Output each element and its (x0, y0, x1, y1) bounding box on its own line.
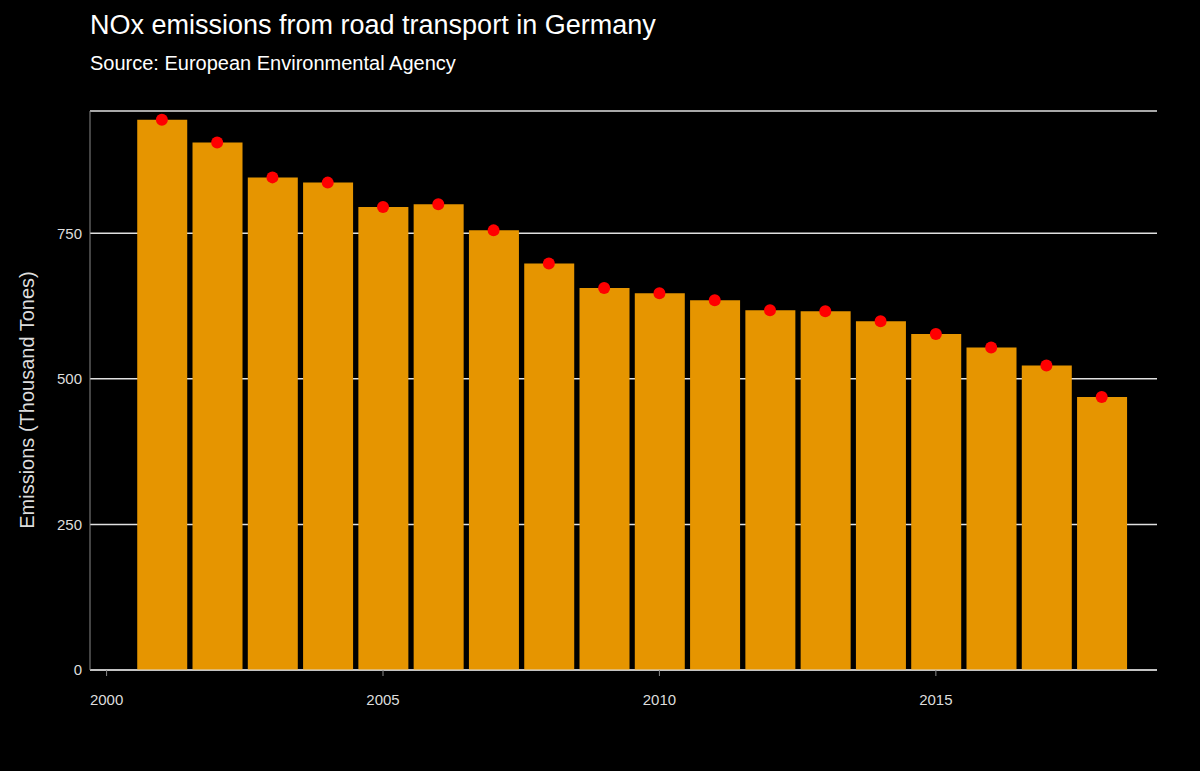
svg-text:2015: 2015 (919, 691, 952, 708)
html-text:Emissions (Thousand Tones): Emissions (Thousand Tones) (15, 271, 38, 529)
svg-text:500: 500 (57, 370, 82, 387)
html-text:Source: European Environmental: Source: European Environmental Agency (90, 52, 456, 74)
svg-text:2005: 2005 (366, 691, 399, 708)
svg-text:250: 250 (57, 516, 82, 533)
html-text:NOx emissions from road transp: NOx emissions from road transport in Ger… (90, 10, 656, 40)
svg-text:2010: 2010 (643, 691, 676, 708)
svg-text:2000: 2000 (90, 691, 123, 708)
svg-text:0: 0 (74, 661, 82, 678)
svg-text:750: 750 (57, 225, 82, 242)
